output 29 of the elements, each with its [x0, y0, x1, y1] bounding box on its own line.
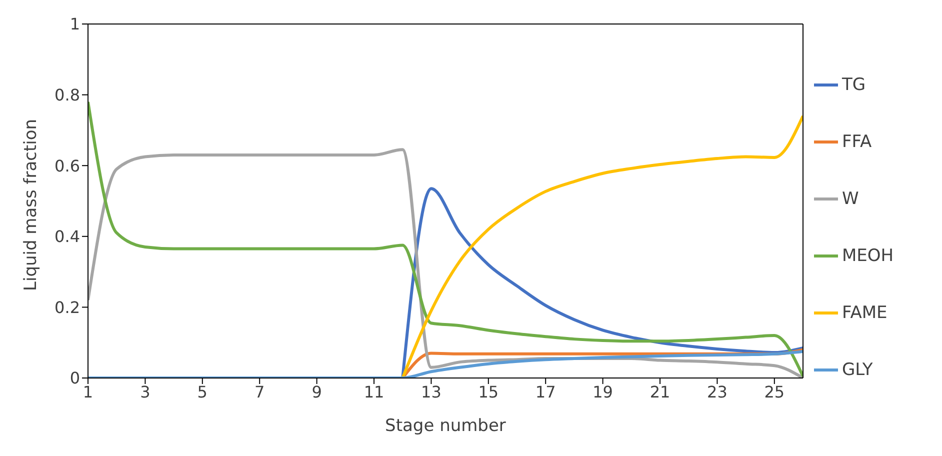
y-tick-label: 0 — [70, 368, 80, 388]
x-tick-label: 11 — [364, 382, 384, 402]
legend-label: MEOH — [842, 246, 894, 266]
y-tick-label: 1 — [70, 14, 80, 34]
x-tick-label: 17 — [535, 382, 556, 402]
line-series — [401, 187, 803, 378]
legend-label: W — [842, 189, 859, 209]
x-tick-label: 9 — [312, 382, 322, 402]
x-tick-label: 19 — [592, 382, 613, 402]
y-tick-label: 0.8 — [54, 85, 80, 104]
x-tick-label: 3 — [140, 382, 150, 402]
x-tick-label: 13 — [421, 382, 442, 402]
x-tick-label: 7 — [254, 382, 265, 402]
y-axis-title: Liquid mass fraction — [21, 118, 42, 291]
y-tick-label: 0.6 — [54, 156, 80, 176]
legend-label: GLY — [842, 360, 873, 380]
legend-label: FFA — [842, 132, 872, 152]
line-series — [401, 114, 803, 378]
x-tick-label: 23 — [707, 382, 728, 402]
y-tick-label: 0.4 — [54, 227, 80, 246]
x-axis-title: Stage number — [385, 416, 506, 436]
x-tick-label: 21 — [650, 382, 670, 402]
legend-label: TG — [842, 75, 866, 95]
x-tick-label: 5 — [197, 382, 208, 402]
x-tick-label: 15 — [478, 382, 499, 402]
legend-label: FAME — [842, 303, 888, 323]
y-tick-label: 0.2 — [54, 298, 80, 317]
x-tick-label: 25 — [764, 382, 785, 402]
x-tick-label: 1 — [82, 382, 94, 402]
